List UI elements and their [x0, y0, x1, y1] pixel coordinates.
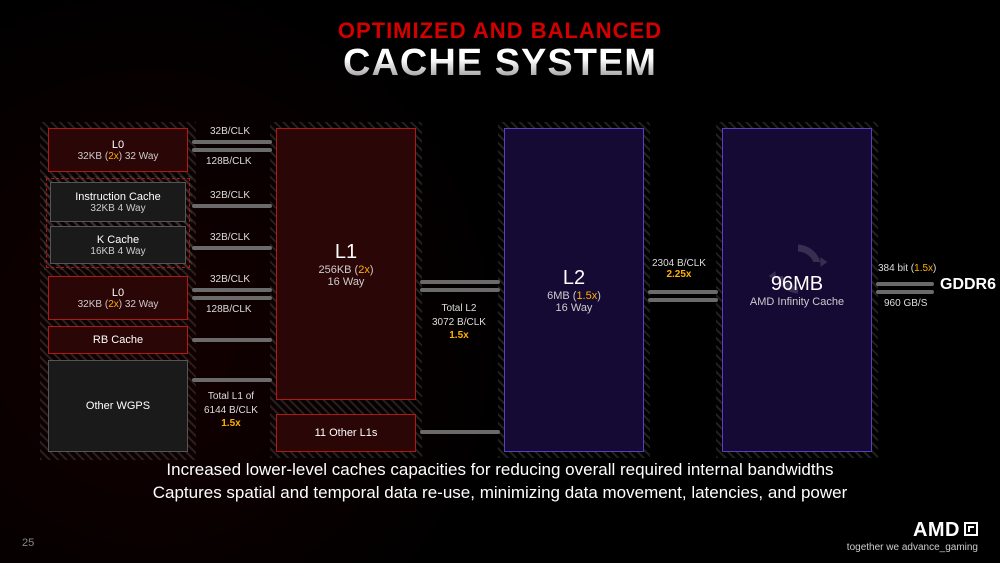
bus-l0bot-b: 128B/CLK	[206, 304, 252, 315]
bus-icache: 32B/CLK	[210, 190, 250, 201]
instruction-cache: Instruction Cache 32KB 4 Way	[50, 182, 186, 222]
arrow	[876, 282, 934, 286]
wgps-title: Other WGPS	[86, 400, 150, 412]
l1-other: 11 Other L1s	[276, 414, 416, 452]
l0-bot-detail: 32KB (2x) 32 Way	[78, 299, 159, 310]
l2-detail: 6MB (1.5x)	[547, 290, 601, 302]
page-number: 25	[22, 537, 34, 549]
brand: AMD together we advance_gaming	[847, 519, 978, 553]
arrow	[420, 288, 500, 292]
infinity-cache: 96MB AMD Infinity Cache	[722, 128, 872, 452]
arrow	[648, 298, 718, 302]
bus-l0bot-a: 32B/CLK	[210, 274, 250, 285]
arrow	[876, 290, 934, 294]
arrow	[192, 140, 272, 144]
l2-detail2: 16 Way	[556, 302, 593, 314]
bus-l2-inf: 2304 B/CLK 2.25x	[652, 258, 706, 280]
icache-detail: 32KB 4 Way	[90, 203, 145, 214]
arrow	[420, 430, 500, 434]
footer-line1: Increased lower-level caches capacities …	[60, 459, 940, 482]
brand-logo: AMD	[847, 519, 978, 542]
arrow	[192, 288, 272, 292]
bus-l0top-a: 32B/CLK	[210, 126, 250, 137]
bus-kcache: 32B/CLK	[210, 232, 250, 243]
kcache-title: K Cache	[97, 234, 139, 246]
arrow	[192, 246, 272, 250]
arrow	[192, 296, 272, 300]
arrow	[192, 378, 272, 382]
l2-title: L2	[563, 267, 585, 290]
rb-cache: RB Cache	[48, 326, 188, 354]
l0-top-title: L0	[112, 139, 124, 151]
other-wgps: Other WGPS	[48, 360, 188, 452]
icache-title: Instruction Cache	[75, 191, 161, 203]
brand-tagline: together we advance_gaming	[847, 542, 978, 553]
bus-inf-gddr-bw: 960 GB/S	[884, 298, 927, 309]
arrow	[192, 338, 272, 342]
kcache-detail: 16KB 4 Way	[90, 246, 145, 257]
bus-inf-gddr: 384 bit (1.5x)	[878, 262, 936, 275]
l1-other-title: 11 Other L1s	[315, 427, 378, 439]
l2-total: Total L2 3072 B/CLK 1.5x	[432, 302, 486, 343]
arrow	[192, 204, 272, 208]
l1-title: L1	[335, 241, 357, 264]
k-cache: K Cache 16KB 4 Way	[50, 226, 186, 264]
cycle-icon	[763, 234, 833, 304]
footer-line2: Captures spatial and temporal data re-us…	[60, 482, 940, 505]
rbcache-title: RB Cache	[93, 334, 143, 346]
gddr6-label: GDDR6	[940, 276, 996, 294]
l0-top-detail: 32KB (2x) 32 Way	[78, 151, 159, 162]
arrow	[192, 148, 272, 152]
l0-bot-title: L0	[112, 287, 124, 299]
footer-text: Increased lower-level caches capacities …	[0, 459, 1000, 505]
arrow	[648, 290, 718, 294]
l1-total: Total L1 of 6144 B/CLK 1.5x	[204, 390, 258, 431]
l1-detail: 256KB (2x)	[318, 264, 373, 276]
bus-l0top-b: 128B/CLK	[206, 156, 252, 167]
l1-detail2: 16 Way	[328, 276, 365, 288]
arrow	[420, 280, 500, 284]
l0-top: L0 32KB (2x) 32 Way	[48, 128, 188, 172]
l1-cache: L1 256KB (2x) 16 Way	[276, 128, 416, 400]
l0-bottom: L0 32KB (2x) 32 Way	[48, 276, 188, 320]
l2-cache: L2 6MB (1.5x) 16 Way	[504, 128, 644, 452]
